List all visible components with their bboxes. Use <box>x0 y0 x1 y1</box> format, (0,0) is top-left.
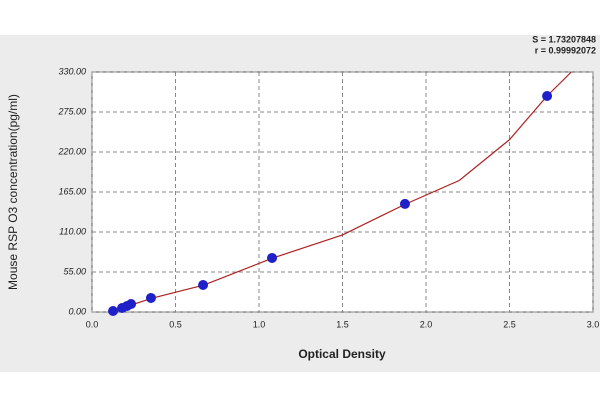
data-point <box>399 198 410 209</box>
x-tick-label: 1.0 <box>253 319 266 329</box>
y-tick-label: 275.00 <box>57 106 86 116</box>
y-tick-label: 220.00 <box>57 146 86 156</box>
x-tick-label: 2.5 <box>503 319 516 329</box>
x-axis-label: Optical Density <box>298 347 386 361</box>
annotation: r = 0.99992072 <box>535 45 596 55</box>
x-tick-label: 0.5 <box>169 319 182 329</box>
y-tick-label: 55.00 <box>63 266 86 276</box>
y-tick-label: 330.00 <box>58 66 86 76</box>
data-point <box>198 280 209 291</box>
data-point <box>542 91 553 101</box>
data-point <box>267 252 278 263</box>
x-tick-label: 3.0 <box>587 319 600 329</box>
x-tick-label: 2.0 <box>420 319 433 329</box>
x-tick-label: 1.5 <box>336 319 349 329</box>
y-axis-label: Mouse RSP O3 concentration(pg/ml) <box>6 94 20 290</box>
x-tick-label: 0.0 <box>86 319 99 329</box>
y-tick-label: 0.00 <box>68 306 86 316</box>
y-tick-label: 165.00 <box>58 186 86 196</box>
data-point <box>145 292 156 303</box>
y-tick-label: 110.00 <box>59 226 86 236</box>
annotation: S = 1.73207848 <box>532 34 596 44</box>
fit-curve <box>108 71 572 313</box>
data-point <box>108 305 119 316</box>
data-point <box>126 299 137 309</box>
